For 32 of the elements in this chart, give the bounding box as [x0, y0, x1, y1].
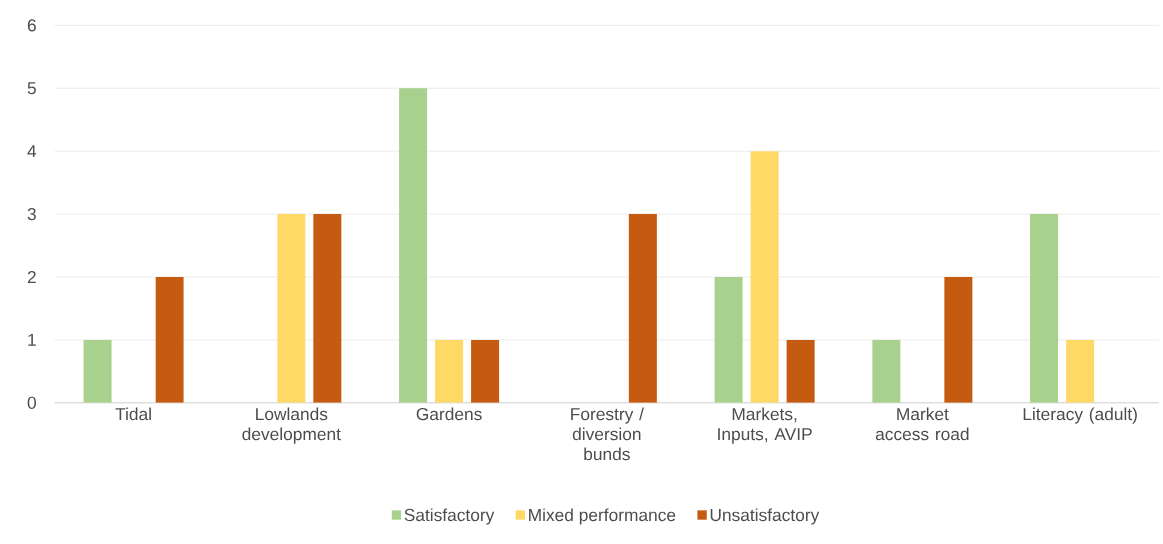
x-tick-label: Tidal — [115, 407, 151, 421]
y-tick-label: 4 — [27, 145, 37, 158]
x-tick-label: Markets, Inputs, AVIP — [718, 407, 812, 444]
bar — [872, 339, 901, 403]
x-tick-label: Literacy (adult) — [1023, 407, 1137, 424]
bar — [786, 339, 815, 403]
bar — [471, 339, 500, 403]
bar — [628, 213, 657, 403]
y-tick-label: 5 — [27, 82, 36, 95]
bar — [313, 213, 342, 403]
x-tick-label: Forestry / diversion bunds — [571, 407, 644, 461]
bar — [1030, 213, 1059, 403]
y-tick-label: 2 — [27, 270, 36, 283]
bar — [277, 213, 306, 403]
bar — [155, 276, 184, 403]
x-tick-label: Market access road — [875, 407, 969, 441]
bar — [435, 339, 464, 403]
legend-label: Mixed performance — [529, 508, 676, 525]
x-tick-label: Gardens — [416, 407, 482, 421]
bar — [750, 151, 779, 403]
x-tick-label: Lowlands development — [242, 407, 341, 444]
bar — [399, 88, 428, 403]
y-tick-label: 1 — [28, 333, 36, 346]
y-tick-label: 0 — [27, 396, 36, 409]
y-tick-label: 6 — [27, 19, 36, 32]
bar — [1066, 339, 1095, 403]
legend-label: Unsatisfactory — [710, 508, 820, 525]
bar — [944, 276, 973, 403]
bar — [714, 276, 743, 403]
legend-label: Satisfactory — [404, 508, 495, 525]
bar — [83, 339, 112, 403]
y-tick-label: 3 — [27, 207, 36, 221]
